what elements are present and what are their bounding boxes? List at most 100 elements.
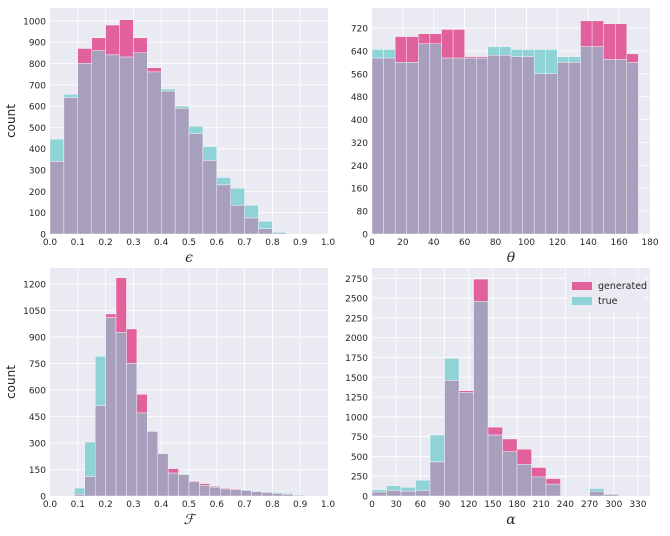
bar-generated-excess [418,33,431,44]
bar-overlap [119,56,134,235]
bar-overlap [115,332,127,497]
bar-generated-excess [476,56,489,59]
x-tick-label: 20 [397,238,409,248]
bar-overlap [473,301,489,497]
bar-overlap [533,73,546,235]
x-tick-label: 0.9 [293,500,308,510]
y-tick-label: 1250 [345,394,368,404]
bar-true-excess [49,138,65,162]
x-tick-label: 160 [611,238,628,248]
y-tick-label: 250 [351,473,368,483]
bar-overlap [272,493,284,497]
x-tick-label: 0.7 [237,500,251,510]
x-tick-label: 0.3 [126,500,140,510]
bar-generated-excess [531,467,547,478]
bar-overlap [510,56,523,235]
bar-true-excess [202,146,217,161]
bar-overlap [147,71,162,235]
bar-generated-excess [452,29,465,59]
y-tick-label: 1050 [23,307,46,317]
x-tick-label: 0.2 [98,500,112,510]
bar-true-excess [383,49,396,59]
bar-generated-excess [77,48,92,64]
x-axis-label: ϵ [185,250,193,266]
x-tick-label: 0.5 [182,238,196,248]
bar-overlap [188,133,204,235]
x-tick-label: 0.7 [237,238,251,248]
y-tick-label: 0 [362,493,368,503]
y-tick-label: 400 [29,145,46,155]
x-tick-label: 330 [629,500,646,510]
bar-overlap [476,57,489,235]
bar-generated-excess [406,36,419,63]
x-tick-label: 120 [549,238,566,248]
bar-overlap [230,489,242,497]
bar-true-excess [371,49,384,59]
x-tick-label: 0.2 [98,238,112,248]
bar-overlap [499,55,512,235]
bar-overlap [84,476,96,497]
bar-overlap [464,57,477,235]
x-tick-label: 140 [580,238,597,248]
y-tick-label: 300 [29,167,46,177]
x-tick-label: 0.0 [43,500,58,510]
bar-true-excess [487,46,500,56]
bar-generated-excess [626,53,639,63]
bar-overlap [603,494,619,497]
bar-overlap [458,392,474,497]
bar-overlap [220,488,231,497]
y-tick-label: 160 [351,185,368,195]
bar-generated-excess [615,23,628,60]
y-tick-label: 450 [29,413,46,423]
x-tick-label: 80 [490,238,502,248]
bar-true-excess [94,356,106,407]
bar-generated-excess [115,277,127,333]
bar-generated-excess [105,313,117,318]
y-tick-label: 240 [351,162,368,172]
bar-overlap [105,54,120,235]
y-tick-label: 100 [29,209,46,219]
bar-true-excess [84,441,96,477]
bar-overlap [429,461,445,497]
bar-overlap [157,453,169,497]
bar-generated-excess [516,449,532,465]
y-tick-label: 750 [351,433,368,443]
x-axis-label: θ [507,250,516,266]
bar-true-excess [499,46,512,56]
y-tick-label: 600 [29,386,46,396]
y-tick-label: 700 [29,81,46,91]
bar-true-excess [386,485,402,491]
x-tick-label: 180 [641,238,658,248]
bar-true-excess [371,489,387,493]
bar-overlap [174,108,190,235]
x-tick-label: 30 [390,500,402,510]
bar-generated-excess [126,328,138,364]
bar-overlap [545,73,558,235]
x-tick-label: 40 [428,238,440,248]
y-tick-label: 750 [29,360,46,370]
y-tick-label: 2000 [345,334,368,344]
bar-overlap [147,431,158,497]
bar-generated-excess [105,24,120,56]
bar-true-excess [74,487,85,495]
x-tick-label: 270 [581,500,598,510]
bar-generated-excess [133,37,148,53]
bar-overlap [487,55,500,235]
x-tick-label: 210 [533,500,550,510]
x-tick-label: 0.1 [71,500,85,510]
bar-overlap [216,184,231,235]
bar-overlap [261,492,273,497]
bar-true-excess [444,358,460,381]
y-tick-label: 500 [29,124,46,134]
bar-true-excess [244,205,259,219]
x-tick-label: 0.1 [71,238,85,248]
bar-true-excess [63,94,79,98]
bar-true-excess [400,487,416,492]
bar-overlap [133,52,148,235]
y-tick-label: 0 [40,231,46,241]
bar-true-excess [533,49,546,74]
bar-overlap [386,490,402,497]
x-tick-label: 180 [508,500,525,510]
bar-generated-excess [458,390,474,393]
bar-overlap [568,62,581,235]
